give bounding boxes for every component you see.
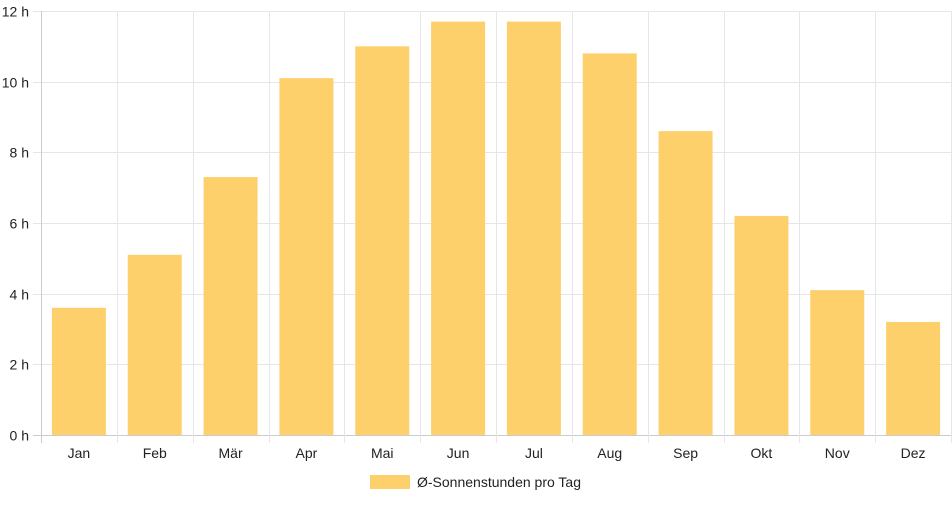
bar-layer (51, 21, 941, 436)
x-tick-label: Apr (296, 445, 318, 461)
bar-jan[interactable] (51, 307, 106, 435)
grid-layer (33, 11, 952, 443)
y-tick-label: 0 h (10, 428, 29, 444)
bar-jun[interactable] (431, 21, 486, 435)
bar-okt[interactable] (734, 215, 789, 435)
x-tick-label: Jul (525, 445, 543, 461)
bar-mai[interactable] (355, 46, 410, 435)
x-tick-label: Jan (68, 445, 91, 461)
x-tick-label: Feb (143, 445, 167, 461)
bar-dez[interactable] (886, 321, 941, 435)
bar-jul[interactable] (506, 21, 561, 435)
legend-label[interactable]: Ø-Sonnenstunden pro Tag (417, 474, 581, 490)
x-tick-label: Mai (371, 445, 394, 461)
y-tick-label: 4 h (10, 287, 29, 303)
axis-layer: 0 h 2 h 4 h 6 h 8 h 10 h 12 h Jan Feb Mär Apr Mai Ju… (2, 4, 926, 462)
bar-mär[interactable] (203, 177, 258, 436)
x-tick-label: Sep (673, 445, 698, 461)
y-tick-label: 12 h (2, 4, 29, 20)
y-tick-label: 2 h (10, 357, 29, 373)
bar-aug[interactable] (582, 53, 637, 436)
x-tick-label: Jun (447, 445, 470, 461)
bar-nov[interactable] (810, 290, 865, 435)
y-tick-label: 6 h (10, 216, 29, 232)
x-tick-label: Nov (825, 445, 850, 461)
y-tick-label: 10 h (2, 75, 29, 91)
bar-feb[interactable] (127, 254, 182, 435)
bar-sep[interactable] (658, 131, 713, 435)
legend[interactable]: Ø-Sonnenstunden pro Tag (370, 474, 581, 490)
y-tick-label: 8 h (10, 145, 29, 161)
x-tick-label: Dez (901, 445, 926, 461)
legend-swatch[interactable] (370, 475, 410, 489)
x-tick-label: Okt (751, 445, 773, 461)
x-tick-label: Mär (219, 445, 243, 461)
bar-apr[interactable] (279, 78, 334, 435)
x-tick-label: Aug (597, 445, 622, 461)
